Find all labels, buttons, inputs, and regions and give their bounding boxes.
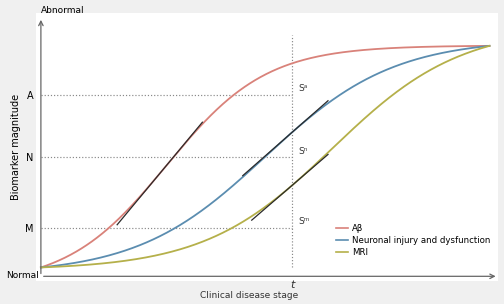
Text: Sⁿ: Sⁿ — [298, 147, 307, 156]
Text: Sᵐ: Sᵐ — [298, 217, 309, 226]
Text: Abnormal: Abnormal — [41, 6, 85, 15]
Text: Normal: Normal — [6, 271, 39, 280]
Y-axis label: Biomarker magnitude: Biomarker magnitude — [11, 94, 21, 200]
Text: t: t — [290, 280, 294, 290]
Text: Sᵃ: Sᵃ — [298, 85, 307, 94]
Text: Clinical disease stage: Clinical disease stage — [201, 291, 298, 300]
Legend: Aβ, Neuronal injury and dysfunction, MRI: Aβ, Neuronal injury and dysfunction, MRI — [333, 220, 494, 260]
